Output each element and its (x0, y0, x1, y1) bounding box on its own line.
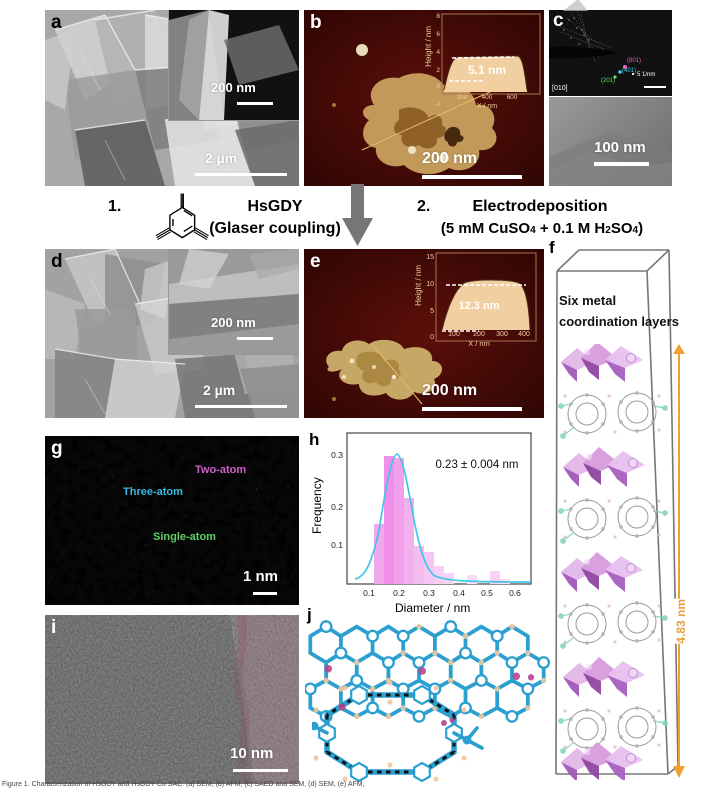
svg-text:0.4: 0.4 (453, 588, 465, 598)
svg-text:0.2: 0.2 (331, 502, 343, 512)
svg-text:(201): (201) (601, 78, 615, 84)
svg-text:5: 5 (430, 308, 434, 315)
svg-text:5.1 nm: 5.1 nm (468, 63, 506, 77)
svg-text:-2: -2 (434, 101, 440, 108)
svg-text:300: 300 (496, 331, 508, 338)
svg-text:600: 600 (507, 94, 518, 101)
svg-text:0.6: 0.6 (509, 588, 521, 598)
svg-text:0.1: 0.1 (363, 588, 375, 598)
svg-text:0.3: 0.3 (331, 450, 343, 460)
svg-text:200: 200 (457, 94, 468, 101)
svg-text:200: 200 (473, 331, 485, 338)
svg-text:0: 0 (436, 83, 440, 90)
svg-text:6: 6 (436, 31, 440, 38)
svg-text:0.23 ± 0.004 nm: 0.23 ± 0.004 nm (435, 459, 518, 471)
svg-text:10: 10 (426, 281, 434, 288)
svg-text:(401): (401) (622, 68, 636, 74)
svg-text:0.5: 0.5 (481, 588, 493, 598)
svg-text:0: 0 (430, 334, 434, 341)
svg-text:0.1: 0.1 (331, 540, 343, 550)
svg-text:X / nm: X / nm (468, 339, 490, 348)
svg-text:400: 400 (482, 94, 493, 101)
svg-text:(801): (801) (627, 58, 641, 64)
svg-text:400: 400 (518, 331, 530, 338)
svg-text:0.2: 0.2 (393, 588, 405, 598)
svg-text:X / nm: X / nm (477, 103, 497, 110)
svg-text:[010]: [010] (552, 85, 568, 92)
svg-text:0.3: 0.3 (423, 588, 435, 598)
svg-text:100: 100 (448, 331, 460, 338)
svg-text:2: 2 (436, 67, 440, 74)
svg-text:15: 15 (426, 254, 434, 261)
svg-text:8: 8 (436, 13, 440, 20)
svg-text:4: 4 (436, 49, 440, 56)
svg-text:12.3 nm: 12.3 nm (459, 300, 500, 312)
